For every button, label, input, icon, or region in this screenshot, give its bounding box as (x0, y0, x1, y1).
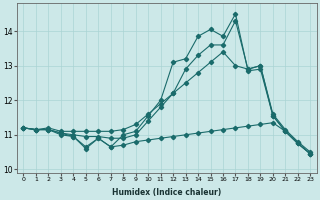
X-axis label: Humidex (Indice chaleur): Humidex (Indice chaleur) (112, 188, 221, 197)
